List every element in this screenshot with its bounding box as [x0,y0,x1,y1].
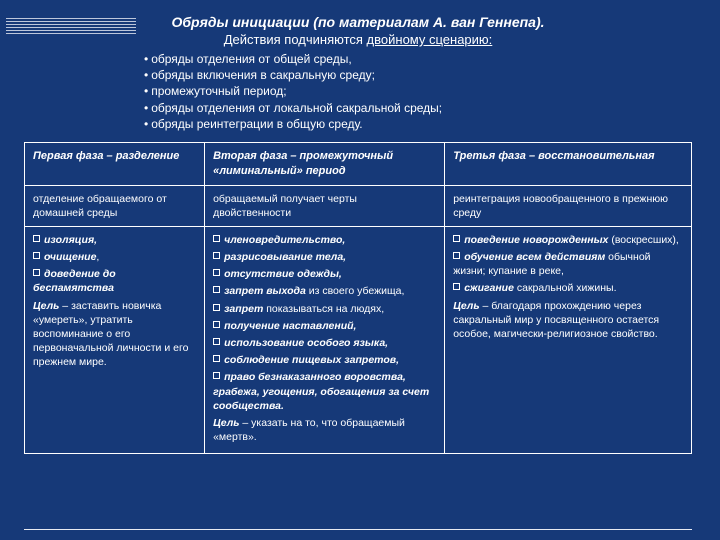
table-header: Третья фаза – восстановительная [445,142,692,185]
list-item: право безнаказанного воровства, грабежа,… [213,371,429,411]
phases-table: Первая фаза – разделение Вторая фаза – п… [24,142,692,454]
table-cell: изоляция, очищение, доведение до беспамя… [25,226,205,453]
text: показываться на людях, [263,303,384,315]
bottom-rule [24,529,692,530]
goal-text: – указать на то, что обращаемый «мертв». [213,417,405,443]
list-item: членовредительство, [224,234,345,246]
intro-item: обряды включения в сакральную среду; [144,67,692,83]
subtitle-underlined: двойному сценарию: [367,32,493,47]
text: сакральной хижины. [514,282,617,294]
list-item: запрет выхода [224,285,306,297]
goal-label: Цель [213,417,239,429]
goal-label: Цель [453,300,479,312]
table-cell: членовредительство, разрисовывание тела,… [205,226,445,453]
intro-item: обряды отделения от локальной сакральной… [144,100,692,116]
intro-item: обряды отделения от общей среды, [144,51,692,67]
intro-list: обряды отделения от общей среды, обряды … [144,51,692,132]
text: (воскресших), [608,234,678,246]
list-item: соблюдение пищевых запретов, [224,354,399,366]
table-cell: реинтеграция новообращенного в прежнюю с… [445,185,692,226]
list-item: доведение до беспамятства [33,268,116,294]
table-cell: поведение новорожденных (воскресших), об… [445,226,692,453]
list-item: очищение [44,251,96,263]
goal-text: – благодаря прохождению через сакральный… [453,300,659,340]
list-item: разрисовывание тела, [224,251,346,263]
table-cell: обращаемый получает черты двойственности [205,185,445,226]
table-header: Первая фаза – разделение [25,142,205,185]
table-cell: отделение обращаемого от домашней среды [25,185,205,226]
text: из своего убежища, [306,285,405,297]
list-item: обучение всем действиям [464,251,605,263]
list-item: изоляция, [44,234,97,246]
decor-stripes [6,18,136,36]
list-item: запрет [224,303,263,315]
goal-label: Цель [33,300,59,312]
subtitle-plain: Действия подчиняются [224,32,367,47]
table-header: Вторая фаза – промежуточный «лиминальный… [205,142,445,185]
list-item: получение наставлений, [224,320,356,332]
intro-item: обряды реинтеграции в общую среду. [144,116,692,132]
list-item: поведение новорожденных [464,234,608,246]
list-item: сжигание [464,282,514,294]
list-item: использование особого языка, [224,337,388,349]
list-item: отсутствие одежды, [224,268,342,280]
intro-item: промежуточный период; [144,83,692,99]
text: , [96,251,99,263]
